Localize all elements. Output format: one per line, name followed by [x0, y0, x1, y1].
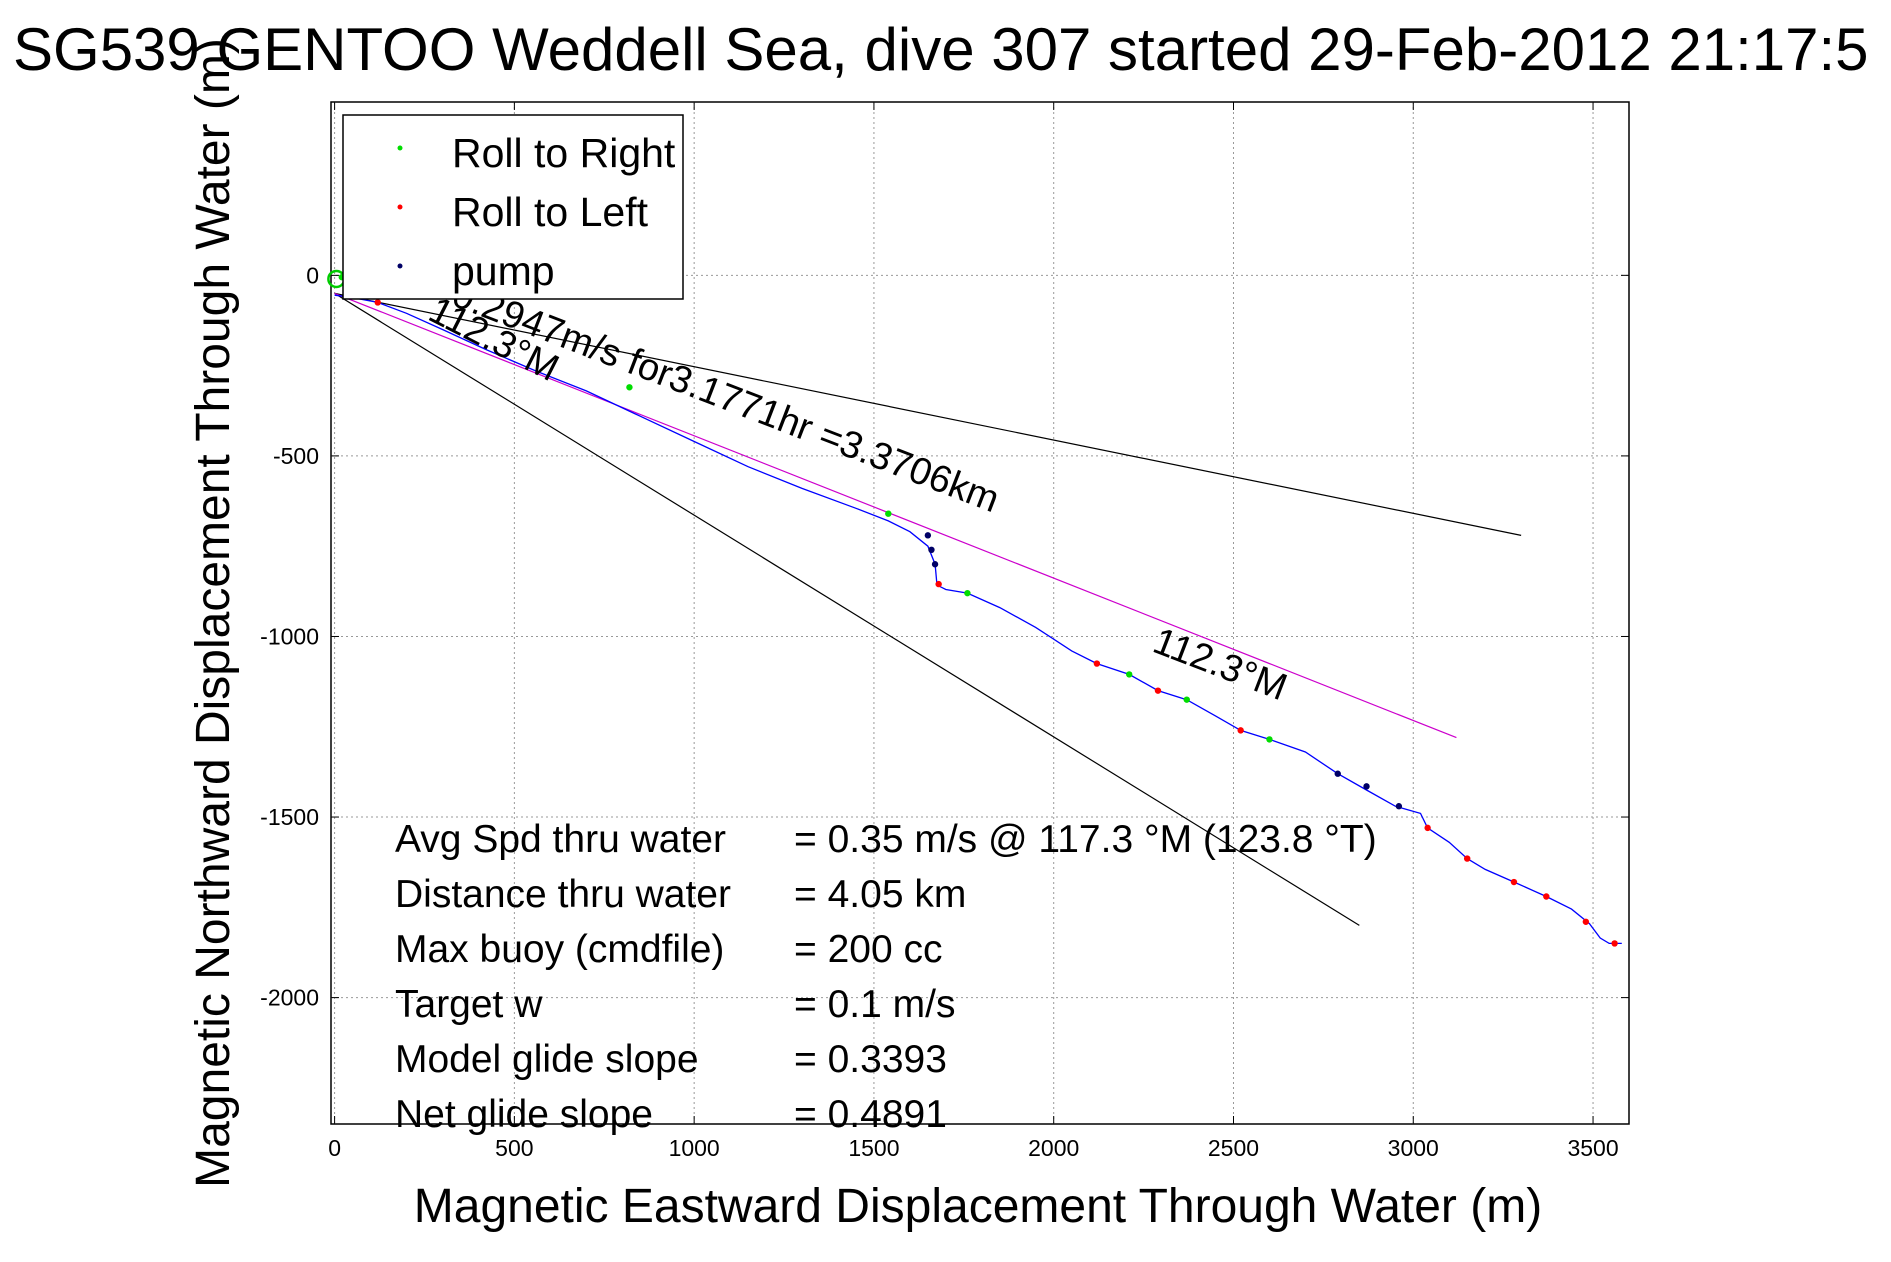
pump-point [1363, 783, 1370, 790]
current-vector-line [334, 292, 1522, 536]
x-tick-label: 0 [328, 1135, 341, 1161]
roll-left-point [1543, 893, 1550, 900]
pump-point [1395, 803, 1403, 810]
stat-value: = 0.35 m/s @ 117.3 °M (123.8 °T) [794, 818, 1377, 861]
x-tick-label: 1000 [669, 1135, 720, 1161]
stat-value: = 0.3393 [794, 1038, 947, 1081]
y-tick-label: -2000 [260, 985, 319, 1011]
x-axis-ticks: 0 500 1000 1500 2000 2500 3000 3500 [328, 102, 1619, 1161]
stat-value: = 0.1 m/s [794, 983, 955, 1026]
stat-label: Max buoy (cmdfile) [395, 928, 724, 971]
heading-line [334, 292, 1360, 926]
roll-left-point [935, 580, 942, 588]
roll-right-point [964, 589, 971, 597]
roll-left-point [1582, 918, 1590, 925]
plot-series [327, 269, 1622, 947]
roll-left-point [1237, 727, 1244, 734]
roll-left-point [374, 299, 381, 306]
roll-left-point [1611, 940, 1618, 947]
y-tick-label: -1000 [260, 623, 319, 649]
y-tick-label: -500 [273, 443, 319, 469]
chart-title: SG539 GENTOO Weddell Sea, dive 307 start… [13, 16, 1869, 83]
legend: Roll to Right Roll to Left pump [342, 114, 684, 300]
roll-right-point [885, 510, 892, 517]
roll-left-point [1424, 824, 1431, 832]
stat-label: Avg Spd thru water [395, 818, 726, 861]
roll-left-point [1463, 855, 1471, 862]
legend-marker [397, 204, 403, 210]
legend-marker [397, 145, 403, 151]
x-tick-label: 1500 [848, 1135, 899, 1161]
stat-value: = 4.05 km [794, 873, 966, 916]
y-axis-ticks: 0 -500 -1000 -1500 -2000 [260, 262, 1629, 1011]
x-tick-label: 500 [495, 1135, 533, 1161]
roll-left-point [1093, 660, 1101, 667]
average-course-line [334, 292, 1457, 739]
roll-left-point [1510, 878, 1518, 886]
stat-value: = 200 cc [794, 928, 943, 971]
x-tick-label: 3500 [1567, 1135, 1618, 1161]
legend-label: Roll to Right [452, 130, 676, 176]
stat-label: Net glide slope [395, 1093, 653, 1136]
stat-label: Target w [395, 983, 543, 1026]
x-tick-label: 2000 [1028, 1135, 1079, 1161]
y-tick-label: -1500 [260, 804, 319, 830]
roll-right-point [626, 384, 633, 391]
roll-right-point [1183, 696, 1190, 703]
x-tick-label: 3000 [1388, 1135, 1439, 1161]
x-tick-label: 2500 [1208, 1135, 1259, 1161]
y-axis-label: Magnetic Northward Displacement Through … [187, 38, 240, 1188]
y-tick-label: 0 [306, 262, 319, 288]
legend-label: pump [452, 248, 555, 294]
stat-value: = 0.4891 [794, 1093, 947, 1136]
pump-point [931, 561, 939, 568]
legend-marker [397, 263, 403, 269]
pump-point [1334, 770, 1341, 777]
roll-right-point [1266, 736, 1273, 743]
legend-label: Roll to Left [452, 189, 649, 235]
dive-statistics: Avg Spd thru water = 0.35 m/s @ 117.3 °M … [395, 818, 1377, 1136]
x-axis-label: Magnetic Eastward Displacement Through W… [414, 1180, 1542, 1233]
roll-left-point [1154, 687, 1162, 694]
stat-label: Distance thru water [395, 873, 731, 916]
pump-point [924, 532, 932, 539]
pump-point [928, 546, 935, 554]
stat-label: Model glide slope [395, 1038, 699, 1081]
roll-right-point [1126, 671, 1133, 678]
glider-track-line [334, 294, 1622, 945]
